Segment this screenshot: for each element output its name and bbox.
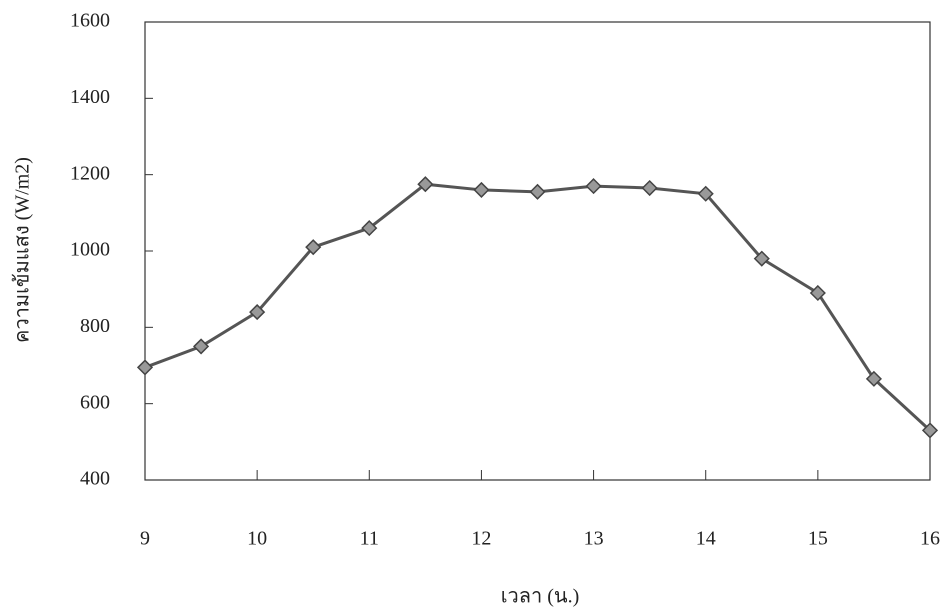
y-axis-label: ความเข้มแสง (W/m2) [12, 157, 34, 343]
x-tick-label: 10 [247, 528, 267, 550]
plot-frame [145, 22, 930, 480]
data-point [138, 360, 152, 374]
data-point [474, 183, 488, 197]
x-tick-label: 15 [808, 528, 828, 550]
y-tick-label: 800 [80, 315, 110, 337]
x-tick-label: 11 [360, 528, 379, 550]
y-tick-label: 1600 [70, 10, 110, 32]
data-point [531, 185, 545, 199]
chart: เวลา (น.) ความเข้มแสง (W/m2) 400 600 800 10… [0, 0, 946, 613]
data-point [194, 339, 208, 353]
x-tick-label: 14 [696, 528, 716, 550]
x-axis-label: เวลา (น.) [501, 586, 580, 608]
y-tick-label: 1400 [70, 86, 110, 108]
y-tick-label: 400 [80, 468, 110, 490]
data-point [587, 179, 601, 193]
y-tick-label: 1200 [70, 162, 110, 184]
y-tick-label: 600 [80, 391, 110, 413]
data-line [145, 184, 930, 430]
x-tick-label: 12 [471, 528, 491, 550]
y-tick-label: 1000 [70, 239, 110, 261]
x-tick-label: 13 [584, 528, 604, 550]
x-tick-label: 16 [920, 528, 940, 550]
x-tick-label: 9 [140, 528, 150, 550]
data-point [643, 181, 657, 195]
